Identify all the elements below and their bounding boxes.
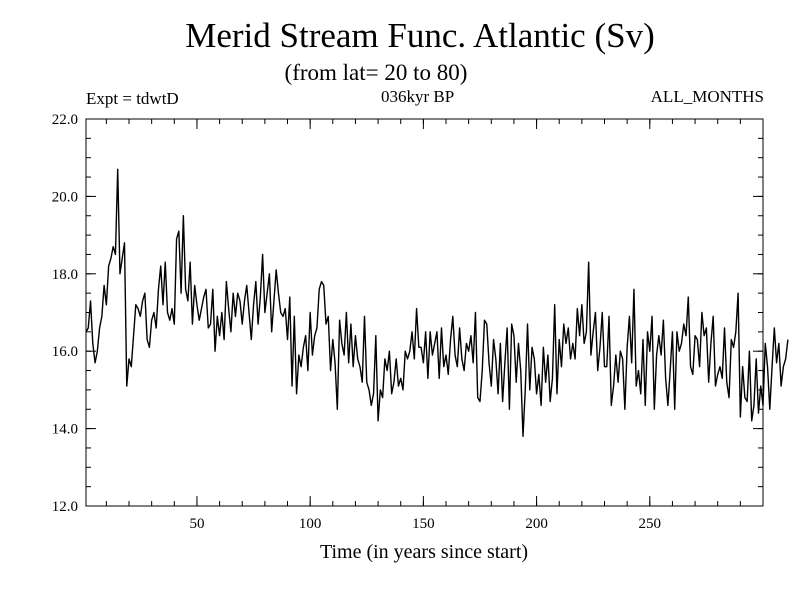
y-tick-label: 20.0: [52, 189, 78, 205]
major-ticks: [86, 118, 763, 507]
chart-title: Merid Stream Func. Atlantic (Sv): [185, 16, 655, 55]
x-tick-label: 100: [299, 516, 322, 532]
chart-subtitle: (from lat= 20 to 80): [284, 60, 468, 85]
months-label: ALL_MONTHS: [650, 87, 764, 106]
y-tick-label: 22.0: [52, 112, 78, 128]
x-tick-label: 250: [639, 516, 662, 532]
minor-ticks: [86, 119, 763, 506]
experiment-label: Expt = tdwtD: [86, 89, 179, 108]
series-line: [85, 168, 789, 438]
x-tick-label: 150: [412, 516, 435, 532]
x-axis-title: Time (in years since start): [320, 541, 528, 563]
x-tick-label: 200: [525, 516, 548, 532]
y-tick-label: 14.0: [52, 422, 78, 438]
x-tick-label: 50: [189, 516, 204, 532]
y-tick-label: 18.0: [52, 267, 78, 283]
y-tick-label: 16.0: [52, 344, 78, 360]
plot-frame: [85, 118, 764, 507]
period-label: 036kyr BP: [381, 87, 455, 106]
y-tick-label: 12.0: [52, 499, 78, 515]
tick-labels: 50 100 150 200 250 12.0 14.0 16.0 18.0 20.0 22.0: [52, 112, 661, 532]
